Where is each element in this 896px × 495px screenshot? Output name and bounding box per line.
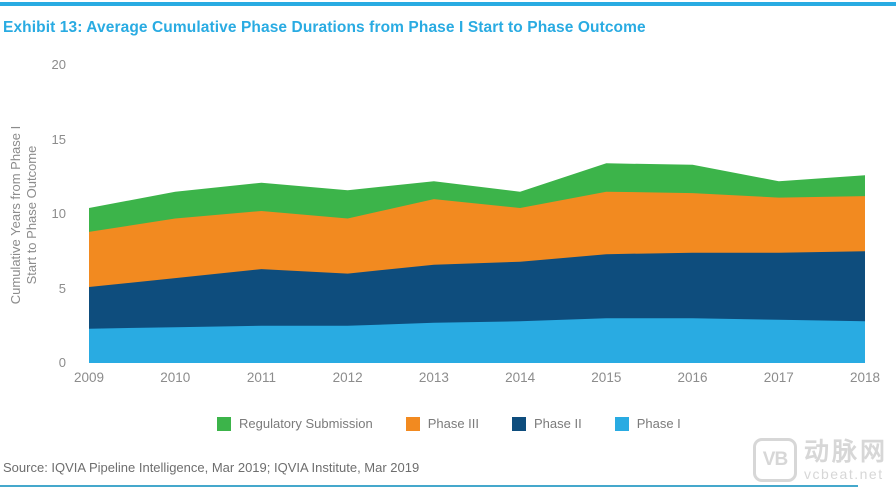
watermark-site: vcbeat.net <box>803 465 884 482</box>
chart-title: Exhibit 13: Average Cumulative Phase Dur… <box>3 19 646 36</box>
x-tick-label: 2012 <box>332 370 363 385</box>
top-accent-rule <box>0 2 896 6</box>
x-tick-label: 2015 <box>591 370 622 385</box>
x-tick-label: 2018 <box>849 370 881 385</box>
legend-swatch-icon <box>405 416 420 431</box>
x-tick-label: 2017 <box>763 370 794 385</box>
y-tick-label: 20 <box>51 57 66 72</box>
watermark-name: 动脉网 <box>803 437 888 466</box>
legend-swatch-icon <box>512 416 526 431</box>
chart-legend: Regulatory Submission Phase III Phase II Ph… <box>217 416 681 431</box>
legend-item-phase-ii: Phase II <box>512 416 582 431</box>
legend-swatch-icon <box>217 416 231 431</box>
y-tick-label: 10 <box>51 206 66 221</box>
x-tick-label: 2014 <box>505 370 536 385</box>
x-tick-label: 2016 <box>677 370 708 385</box>
y-tick-label: 0 <box>58 355 66 370</box>
legend-label: Phase II <box>534 416 582 431</box>
legend-label: Phase I <box>636 416 681 431</box>
watermark: VB 动脉网 vcbeat.net <box>752 437 888 482</box>
bottom-accent-rule <box>0 485 858 487</box>
x-tick-label: 2010 <box>160 370 191 385</box>
legend-item-phase-i: Phase I <box>614 416 681 431</box>
x-tick-label: 2009 <box>73 370 105 385</box>
source-note: Source: IQVIA Pipeline Intelligence, Mar… <box>3 460 420 475</box>
x-tick-label: 2011 <box>246 370 276 385</box>
vcbeat-logo-icon: VB <box>752 438 797 482</box>
legend-label: Phase III <box>427 416 479 431</box>
legend-item-regulatory-submission: Regulatory Submission <box>217 416 373 431</box>
legend-item-phase-iii: Phase III <box>405 416 479 431</box>
area-phase-i <box>89 318 865 363</box>
x-tick-label: 2013 <box>418 370 449 385</box>
y-tick-label: 15 <box>51 131 66 147</box>
legend-label: Regulatory Submission <box>239 416 373 431</box>
legend-swatch-icon <box>614 416 629 431</box>
y-tick-label: 5 <box>58 280 66 296</box>
